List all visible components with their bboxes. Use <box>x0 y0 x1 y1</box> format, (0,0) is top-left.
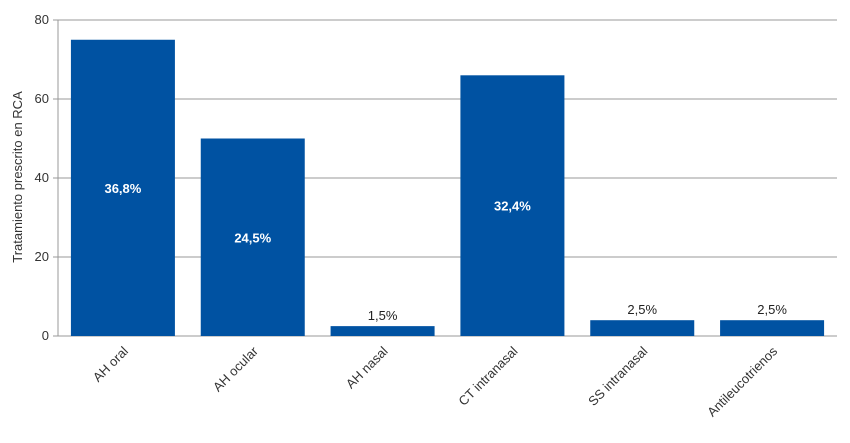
bar <box>200 138 305 336</box>
x-axis-labels: AH oral AH ocular AH nasal CT intranasal SS … <box>90 343 781 419</box>
y-axis-ticks: 0 20 40 60 80 <box>35 12 58 343</box>
data-label: 24,5% <box>234 230 271 245</box>
data-label: 32,4% <box>494 199 531 214</box>
data-label: 2,5% <box>627 302 657 317</box>
bar <box>330 326 435 336</box>
bar <box>70 39 175 336</box>
x-category-label: Antileucotrienos <box>704 343 780 419</box>
data-labels: 36,8% 24,5% 1,5% 32,4% 2,5% 2,5% <box>104 181 787 323</box>
bar <box>590 320 695 336</box>
data-label: 2,5% <box>757 302 787 317</box>
y-tick-label: 60 <box>35 91 49 106</box>
x-category-label: CT intranasal <box>455 343 520 408</box>
x-category-label: AH ocular <box>210 343 261 394</box>
y-tick-label: 40 <box>35 170 49 185</box>
data-label: 36,8% <box>104 181 141 196</box>
bar <box>720 320 825 336</box>
x-category-label: AH oral <box>90 343 131 384</box>
bars <box>70 39 825 337</box>
data-label: 1,5% <box>368 308 398 323</box>
y-tick-label: 0 <box>42 328 49 343</box>
bar <box>460 75 565 337</box>
y-tick-label: 20 <box>35 249 49 264</box>
x-category-label: AH nasal <box>343 343 391 391</box>
y-tick-label: 80 <box>35 12 49 27</box>
x-category-label: SS intranasal <box>585 343 650 408</box>
y-axis-title: Tratamiento prescrito en RCA <box>10 91 25 263</box>
